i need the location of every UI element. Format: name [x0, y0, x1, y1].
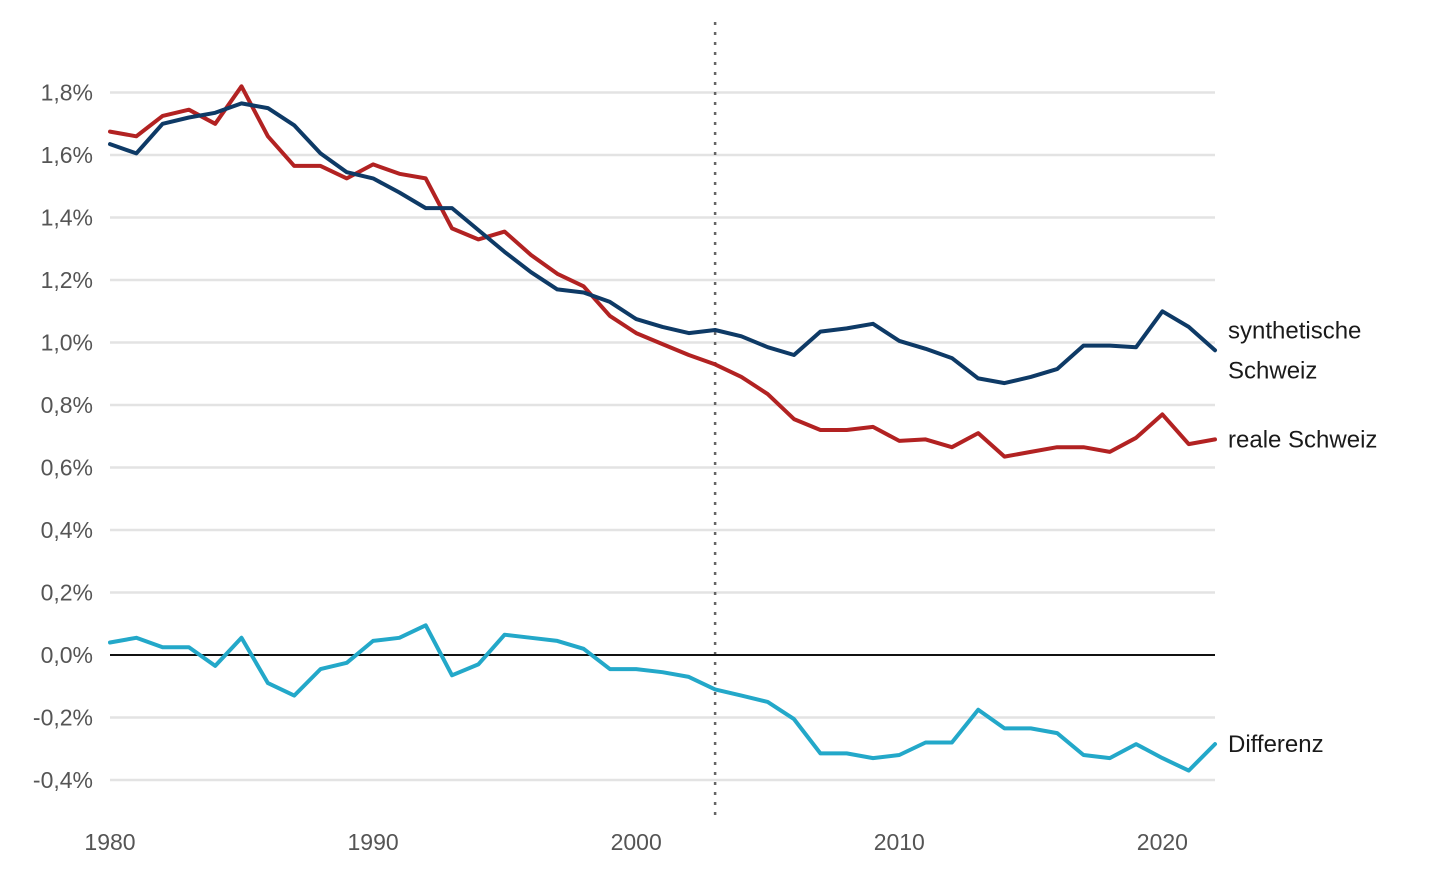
gridlines: [110, 91, 1215, 782]
series-line-differenz: [108, 623, 1217, 773]
y-tick-label: 0,2%: [41, 580, 93, 606]
y-tick-label: 0,8%: [41, 392, 93, 418]
series-labels: synthetische Schweiz reale Schweiz Differen…: [1228, 317, 1377, 758]
y-tick-label: 1,8%: [41, 80, 93, 106]
series-lines: [108, 84, 1217, 773]
y-tick-label: -0,2%: [33, 705, 93, 731]
x-tick-label: 2000: [611, 829, 662, 855]
y-tick-label: 0,0%: [41, 642, 93, 668]
series-label-synthetische-schweiz: Schweiz: [1228, 357, 1317, 384]
y-tick-label: 1,0%: [41, 330, 93, 356]
x-tick-label: 1980: [84, 829, 135, 855]
x-tick-label: 2010: [874, 829, 925, 855]
y-tick-label: 0,4%: [41, 517, 93, 543]
y-tick-label: -0,4%: [33, 767, 93, 793]
x-tick-label: 1990: [348, 829, 399, 855]
series-label-synthetische-schweiz: synthetische: [1228, 317, 1361, 344]
x-axis-tick-labels: 1980 1990 2000 2010 2020: [84, 829, 1188, 855]
y-tick-label: 0,6%: [41, 455, 93, 481]
y-tick-label: 1,6%: [41, 142, 93, 168]
x-tick-label: 2020: [1137, 829, 1188, 855]
series-label-reale-schweiz: reale Schweiz: [1228, 426, 1377, 453]
series-line-synthetische-schweiz: [108, 101, 1217, 386]
y-tick-label: 1,4%: [41, 205, 93, 231]
y-axis-tick-labels: 1,8% 1,6% 1,4% 1,2% 1,0% 0,8% 0,6% 0,4% 0,2% 0,0%…: [33, 80, 93, 794]
series-line-reale-schweiz: [108, 84, 1217, 459]
series-label-differenz: Differenz: [1228, 731, 1324, 758]
y-tick-label: 1,2%: [41, 267, 93, 293]
